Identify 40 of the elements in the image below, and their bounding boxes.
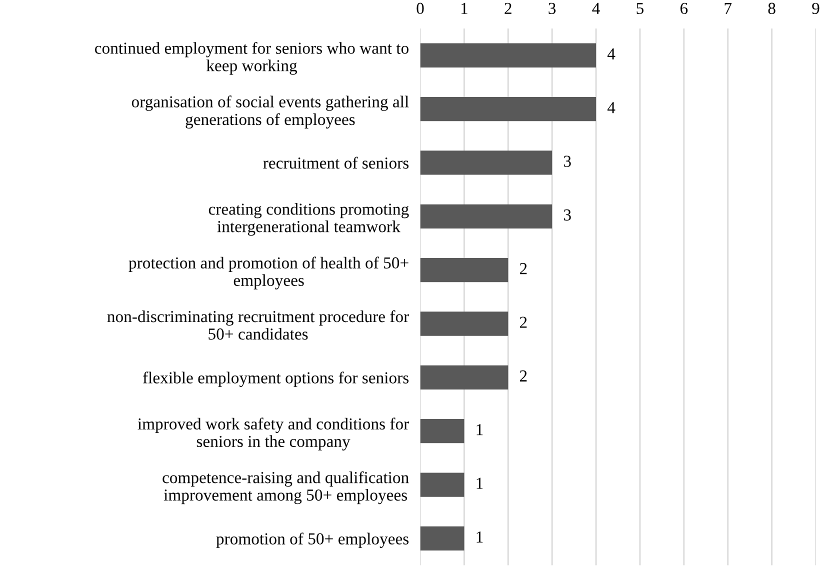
- x-tick-label: 2: [504, 2, 512, 14]
- y-tick-label: continued employment for seniors who want to keep working: [95, 42, 408, 75]
- data-label: 1: [476, 478, 483, 489]
- bar: [420, 472, 464, 497]
- y-tick-label: protection and promotion of health of 50+ employees: [128, 256, 408, 290]
- data-label: 2: [520, 263, 527, 274]
- data-label: 2: [520, 316, 527, 328]
- x-tick-label: 6: [680, 2, 688, 14]
- data-label: 3: [564, 209, 571, 221]
- bar: [420, 258, 508, 282]
- x-tick-label: 5: [636, 2, 644, 14]
- x-tick-label: 4: [592, 2, 600, 14]
- bar: [420, 365, 508, 390]
- x-tick-label: 1: [461, 2, 468, 14]
- bar: [420, 204, 552, 228]
- data-label: 3: [564, 156, 571, 167]
- x-tick-label: 0: [416, 2, 424, 14]
- data-label: 4: [607, 102, 616, 114]
- x-tick-label: 9: [812, 2, 820, 14]
- bar: [420, 43, 596, 68]
- bar: [420, 96, 596, 122]
- y-tick-label: improved work safety and conditions for seniors in the company: [138, 418, 409, 450]
- y-tick-label: flexible employment options for seniors: [143, 372, 409, 387]
- data-label: 1: [476, 531, 483, 542]
- data-label: 4: [607, 48, 616, 60]
- bar: [420, 150, 552, 175]
- x-tick-label: 3: [548, 2, 556, 14]
- y-tick-label: competence-raising and qualification improvement among 50+ employees: [162, 471, 409, 504]
- y-tick-label: creating conditions promoting intergenerational teamwork: [208, 203, 409, 236]
- bar: [420, 526, 464, 551]
- y-tick-label: organisation of social events gathering all generations of employees: [132, 96, 409, 129]
- y-tick-label: recruitment of seniors: [263, 156, 409, 169]
- data-label: 1: [476, 424, 483, 436]
- x-tick-label: 7: [724, 2, 732, 14]
- y-tick-label: promotion of 50+ employees: [216, 532, 409, 548]
- data-label: 2: [520, 370, 527, 382]
- bar: [420, 419, 464, 444]
- x-tick-label: 8: [768, 2, 776, 14]
- y-tick-label: non-discriminating recruitment procedure for 50+ candidates: [107, 310, 409, 340]
- bar: [420, 312, 508, 336]
